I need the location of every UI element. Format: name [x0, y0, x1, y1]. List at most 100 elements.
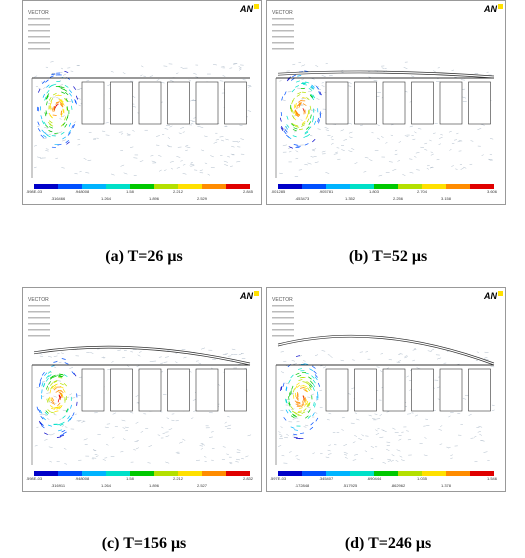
- flow-arrow: [52, 114, 57, 116]
- flow-arrow: [182, 438, 186, 441]
- flow-arrow: [179, 441, 183, 444]
- flow-arrow: [298, 104, 301, 108]
- deformed-plate: [277, 72, 495, 79]
- flow-arrow: [55, 102, 59, 105]
- flow-arrow: [411, 75, 415, 77]
- logo: AN: [239, 291, 253, 301]
- flow-arrow: [71, 99, 74, 104]
- flow-arrow: [354, 435, 357, 437]
- flow-arrow: [47, 397, 50, 403]
- legend-label: 2.832: [243, 476, 254, 481]
- flow-arrow: [377, 124, 380, 126]
- flow-arrow: [178, 132, 182, 135]
- flow-arrow: [318, 91, 321, 96]
- flow-arrow: [190, 123, 194, 125]
- flow-arrow: [351, 148, 355, 150]
- flow-arrow: [112, 436, 115, 439]
- flow-arrow: [354, 162, 358, 164]
- flow-arrow: [381, 67, 385, 69]
- flow-arrow: [278, 445, 282, 447]
- flow-arrow: [304, 363, 309, 365]
- flow-arrow: [303, 135, 308, 138]
- flow-arrow: [238, 353, 243, 356]
- flow-arrow: [44, 112, 47, 117]
- flow-arrow: [423, 454, 428, 456]
- flow-arrow: [317, 88, 321, 90]
- flow-arrow: [60, 100, 64, 104]
- flow-arrow: [61, 425, 65, 427]
- flow-arrow: [380, 370, 383, 372]
- flow-arrow: [280, 385, 283, 391]
- flow-arrow: [404, 356, 408, 359]
- flow-arrow: [432, 132, 436, 134]
- legend-label: .316466: [51, 196, 66, 201]
- flow-arrow: [105, 122, 109, 124]
- flow-arrow: [483, 451, 488, 453]
- flow-arrow: [61, 429, 66, 433]
- flow-arrow: [462, 166, 467, 169]
- flow-arrow: [48, 133, 52, 136]
- flow-arrow: [201, 444, 205, 446]
- flow-arrow: [375, 429, 378, 432]
- flow-arrow: [62, 415, 66, 419]
- legend-label: .598E-03: [26, 476, 43, 481]
- flow-arrow: [46, 84, 50, 88]
- legend-label: .345407: [319, 476, 334, 481]
- colorbar-segment: [178, 471, 202, 476]
- flow-arrow: [41, 120, 45, 125]
- flow-arrow: [299, 387, 305, 389]
- block: [382, 81, 406, 125]
- flow-arrow: [165, 461, 170, 464]
- flow-arrow: [282, 144, 287, 146]
- flow-arrow: [288, 379, 291, 384]
- flow-arrow: [409, 125, 414, 128]
- flow-arrow: [448, 446, 451, 449]
- flow-arrow: [312, 94, 316, 99]
- flow-arrow: [312, 365, 316, 369]
- flow-arrow: [57, 405, 61, 409]
- colorbar-segment: [202, 471, 226, 476]
- flow-arrow: [341, 149, 345, 151]
- flow-arrow: [308, 87, 313, 91]
- flow-arrow: [188, 79, 192, 82]
- flow-arrow: [44, 439, 48, 441]
- flow-arrow: [46, 90, 50, 94]
- flow-arrow: [288, 451, 292, 453]
- flow-arrow: [328, 444, 331, 446]
- flow-arrow: [57, 380, 62, 382]
- flow-arrow: [55, 157, 58, 159]
- flow-arrow: [41, 372, 45, 376]
- flow-arrow: [312, 148, 317, 151]
- flow-arrow: [321, 82, 324, 84]
- legend-label: .948008: [75, 189, 90, 194]
- flow-arrow: [300, 119, 303, 121]
- flow-arrow: [56, 436, 61, 438]
- flow-arrow: [38, 381, 41, 386]
- block: [110, 368, 133, 412]
- flow-arrow: [54, 406, 59, 409]
- flow-arrow: [348, 131, 353, 134]
- colorbar-segment: [58, 471, 82, 476]
- flow-arrow: [74, 99, 77, 104]
- flow-arrow: [301, 120, 306, 124]
- flow-arrow: [58, 405, 63, 410]
- flow-arrow: [478, 425, 483, 428]
- flow-arrow: [175, 72, 179, 74]
- flow-arrow: [50, 385, 53, 390]
- flow-arrow: [295, 403, 300, 406]
- flow-arrow: [321, 85, 325, 87]
- flow-arrow: [73, 372, 77, 377]
- flow-arrow: [293, 144, 298, 146]
- flow-arrow: [491, 404, 495, 406]
- flow-arrow: [340, 359, 344, 362]
- flow-arrow: [63, 448, 67, 450]
- flow-arrow: [53, 407, 59, 409]
- flow-arrow: [327, 354, 331, 356]
- flow-arrow: [315, 65, 319, 67]
- flow-arrow: [297, 102, 301, 107]
- colorbar-segment: [278, 184, 302, 189]
- flow-arrow: [53, 355, 58, 357]
- flow-arrow: [352, 441, 356, 444]
- header-line: [28, 317, 50, 319]
